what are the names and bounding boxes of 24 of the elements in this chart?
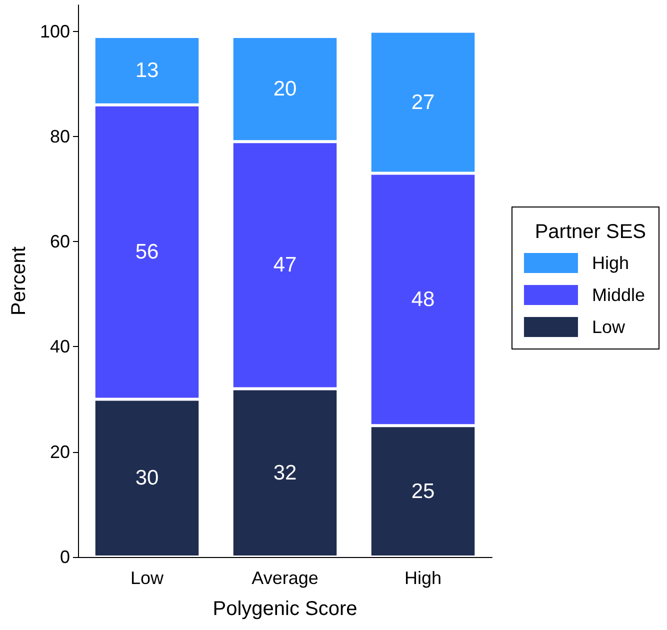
- y-axis-title: Percent: [8, 246, 30, 316]
- data-label: 30: [135, 466, 159, 490]
- x-tick-label: Average: [252, 568, 318, 588]
- data-label: 32: [273, 461, 297, 484]
- legend-title: Partner SES: [534, 221, 646, 243]
- legend-label: Middle: [592, 285, 646, 305]
- y-tick-label: 60: [50, 232, 70, 252]
- data-label: 13: [135, 59, 159, 82]
- data-label: 56: [135, 240, 159, 264]
- y-tick-label: 20: [50, 442, 70, 462]
- data-label: 27: [411, 90, 435, 114]
- legend-label: High: [592, 253, 630, 273]
- y-tick-label: 100: [40, 21, 70, 42]
- y-tick-label: 0: [60, 547, 70, 567]
- data-label: 47: [273, 254, 297, 277]
- x-tick-label: Low: [130, 568, 165, 588]
- legend-label: Low: [592, 317, 626, 337]
- y-tick-label: 40: [50, 336, 70, 357]
- y-tick-label: 80: [50, 126, 70, 146]
- data-label: 48: [411, 288, 435, 311]
- x-axis-title: Polygenic Score: [212, 598, 358, 620]
- data-label: 20: [273, 78, 297, 101]
- data-label: 25: [411, 480, 435, 503]
- x-tick-label: High: [404, 568, 442, 588]
